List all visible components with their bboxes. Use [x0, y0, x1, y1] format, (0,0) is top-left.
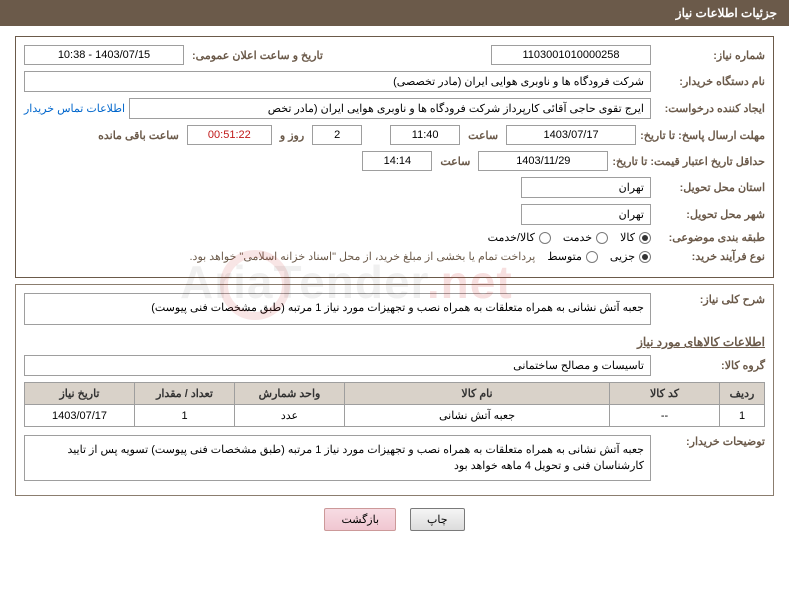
city-field: تهران — [521, 204, 651, 225]
goods-group-field: تاسیسات و مصالح ساختمانی — [24, 355, 651, 376]
radio-dot-icon — [586, 251, 598, 263]
category-radio-group: کالا خدمت کالا/خدمت — [488, 231, 651, 244]
days-and-label: روز و — [276, 129, 308, 142]
announce-label: تاریخ و ساعت اعلان عمومی: — [188, 49, 327, 62]
radio-dot-icon — [639, 251, 651, 263]
buyer-org-label: نام دستگاه خریدار: — [655, 75, 765, 88]
buyer-contact-link[interactable]: اطلاعات تماس خریدار — [24, 102, 125, 115]
button-bar: چاپ بازگشت — [0, 508, 789, 531]
goods-table: ردیف کد کالا نام کالا واحد شمارش تعداد /… — [24, 382, 765, 427]
goods-group-label: گروه کالا: — [655, 359, 765, 372]
th-code: کد کالا — [610, 383, 720, 405]
cell-name: جعبه آتش نشانی — [345, 405, 610, 427]
radio-dot-icon — [639, 232, 651, 244]
validity-label: حداقل تاریخ اعتبار قیمت: تا تاریخ: — [612, 155, 765, 168]
remaining-label: ساعت باقی مانده — [94, 129, 183, 142]
detail-frame: شرح کلی نیاز: جعبه آتش نشانی به همراه مت… — [15, 284, 774, 496]
th-row: ردیف — [720, 383, 765, 405]
province-field: تهران — [521, 177, 651, 198]
radio-goods[interactable]: کالا — [620, 231, 651, 244]
cell-row: 1 — [720, 405, 765, 427]
days-field: 2 — [312, 125, 362, 145]
need-desc-label: شرح کلی نیاز: — [655, 293, 765, 306]
requester-label: ایجاد کننده درخواست: — [655, 102, 765, 115]
cell-code: -- — [610, 405, 720, 427]
radio-partial-label: جزیی — [610, 250, 635, 263]
deadline-label: مهلت ارسال پاسخ: تا تاریخ: — [640, 129, 765, 142]
province-label: استان محل تحویل: — [655, 181, 765, 194]
radio-service[interactable]: خدمت — [563, 231, 608, 244]
validity-time-field: 14:14 — [362, 151, 432, 171]
radio-dot-icon — [539, 232, 551, 244]
th-name: نام کالا — [345, 383, 610, 405]
need-desc-field: جعبه آتش نشانی به همراه متعلقات به همراه… — [24, 293, 651, 325]
cell-qty: 1 — [135, 405, 235, 427]
radio-goods-service[interactable]: کالا/خدمت — [488, 231, 551, 244]
city-label: شهر محل تحویل: — [655, 208, 765, 221]
deadline-date-field: 1403/07/17 — [506, 125, 636, 145]
radio-goods-service-label: کالا/خدمت — [488, 231, 535, 244]
print-button[interactable]: چاپ — [410, 508, 465, 531]
th-qty: تعداد / مقدار — [135, 383, 235, 405]
radio-service-label: خدمت — [563, 231, 592, 244]
validity-time-label: ساعت — [436, 155, 474, 168]
purchase-type-label: نوع فرآیند خرید: — [655, 250, 765, 263]
radio-goods-label: کالا — [620, 231, 635, 244]
goods-section-title: اطلاعات کالاهای مورد نیاز — [24, 335, 765, 349]
radio-medium[interactable]: متوسط — [547, 250, 598, 263]
payment-note: پرداخت تمام یا بخشی از مبلغ خرید، از محل… — [190, 250, 544, 263]
main-form-frame: شماره نیاز: 1103001010000258 تاریخ و ساع… — [15, 36, 774, 278]
table-row: 1 -- جعبه آتش نشانی عدد 1 1403/07/17 — [25, 405, 765, 427]
cell-unit: عدد — [235, 405, 345, 427]
th-date: تاریخ نیاز — [25, 383, 135, 405]
radio-partial[interactable]: جزیی — [610, 250, 651, 263]
category-label: طبقه بندی موضوعی: — [655, 231, 765, 244]
back-button[interactable]: بازگشت — [324, 508, 396, 531]
announce-field: 1403/07/15 - 10:38 — [24, 45, 184, 65]
buyer-notes-field: جعبه آتش نشانی به همراه متعلقات به همراه… — [24, 435, 651, 481]
deadline-time-label: ساعت — [464, 129, 502, 142]
buyer-notes-label: توضیحات خریدار: — [655, 435, 765, 448]
countdown-field: 00:51:22 — [187, 125, 272, 145]
th-unit: واحد شمارش — [235, 383, 345, 405]
buyer-org-field: شرکت فرودگاه ها و ناوبری هوایی ایران (ما… — [24, 71, 651, 92]
radio-dot-icon — [596, 232, 608, 244]
validity-date-field: 1403/11/29 — [478, 151, 608, 171]
purchase-type-radio-group: جزیی متوسط — [547, 250, 651, 263]
cell-date: 1403/07/17 — [25, 405, 135, 427]
need-number-field: 1103001010000258 — [491, 45, 651, 65]
deadline-time-field: 11:40 — [390, 125, 460, 145]
page-header: جزئیات اطلاعات نیاز — [0, 0, 789, 26]
radio-medium-label: متوسط — [547, 250, 582, 263]
page-title: جزئیات اطلاعات نیاز — [676, 6, 777, 20]
requester-field: ایرج تقوی حاجی آقائی کارپرداز شرکت فرودگ… — [129, 98, 651, 119]
need-number-label: شماره نیاز: — [655, 49, 765, 62]
